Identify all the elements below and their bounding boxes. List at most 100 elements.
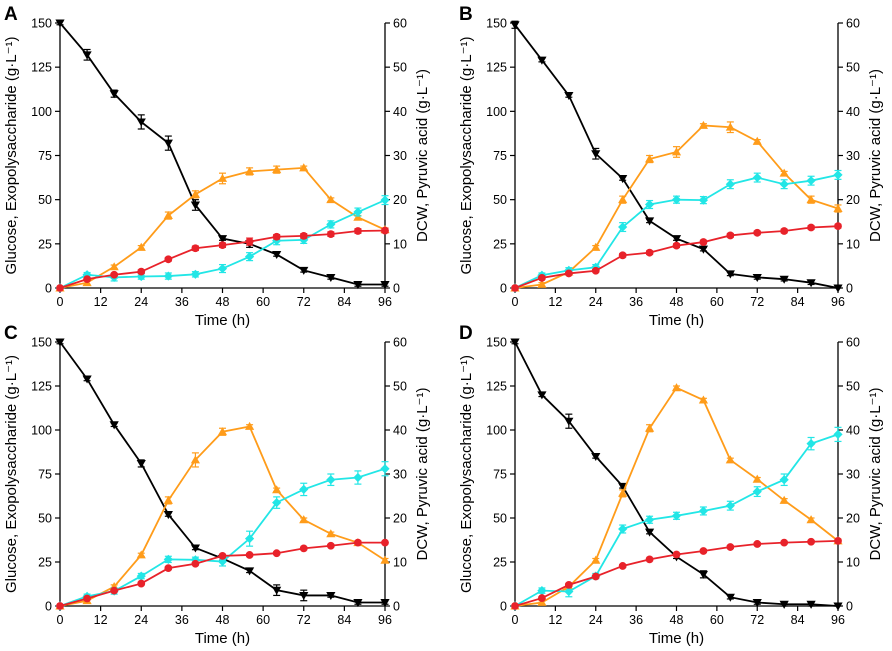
pyruvic-acid-point-marker (163, 271, 173, 281)
exopolysaccharide-point-marker (380, 555, 390, 564)
pyruvic-acid-point-marker (353, 472, 363, 483)
exopolysaccharide-point-marker (163, 210, 173, 220)
exopolysaccharide-point-marker (299, 515, 309, 524)
glucose-point-marker (644, 217, 655, 226)
right-y-tick-label: 50 (393, 61, 407, 75)
right-y-tick-label: 30 (846, 468, 860, 482)
x-tick-label: 36 (629, 295, 643, 309)
dcw-point-marker (564, 580, 573, 589)
glucose-point-marker (380, 281, 390, 290)
exopolysaccharide-point-marker (752, 136, 762, 145)
dcw-point-marker (56, 602, 64, 610)
x-tick-label: 96 (831, 613, 845, 627)
panel-a: A0 12 24 36 48 60 72 84 960255075100125150010203… (3, 4, 431, 329)
exopolysaccharide-point-marker (644, 154, 655, 163)
glucose-point-marker (353, 599, 363, 608)
left-y-tick-label: 25 (493, 237, 507, 251)
dcw-point-marker (538, 273, 546, 282)
glucose-point-marker (326, 591, 336, 601)
pyruvic-acid-point-marker (644, 515, 655, 525)
glucose-point-marker (510, 338, 520, 347)
right-y-tick-label: 40 (393, 105, 407, 119)
x-tick-label: 12 (548, 613, 562, 627)
left-y-tick-label: 100 (31, 424, 52, 438)
right-y-tick-label: 30 (846, 149, 860, 163)
x-tick-label: 24 (589, 295, 603, 309)
panel-letter-a: A (4, 4, 18, 25)
exopolysaccharide-point-marker (326, 529, 336, 538)
dcw-point-marker (56, 284, 64, 292)
right-y-axis-title: DCW, Pyruvic acid (g·L⁻¹) (867, 69, 884, 242)
dcw-point-marker (218, 551, 227, 560)
pyruvic-acid-point-marker (326, 475, 336, 485)
right-y-tick-label: 10 (393, 237, 407, 251)
x-tick-label: 36 (175, 295, 189, 309)
glucose-point-marker (510, 21, 520, 30)
exopolysaccharide-point-marker (644, 423, 655, 432)
glucose-point-marker (109, 90, 119, 99)
pyruvic-acid-point-marker (806, 439, 816, 449)
pyruvic-acid-point-marker (833, 429, 843, 439)
series-dcw (511, 222, 842, 292)
left-y-tick-label: 75 (493, 149, 507, 163)
right-y-tick-label: 50 (846, 61, 860, 75)
series-glucose (55, 338, 390, 608)
glucose-point-marker (833, 284, 843, 293)
exopolysaccharide-point-marker (833, 203, 843, 212)
left-y-tick-label: 50 (493, 193, 507, 207)
pyruvic-acid-point-marker (272, 498, 282, 508)
x-tick-label: 60 (256, 613, 270, 627)
exopolysaccharide-point-marker (725, 455, 735, 464)
x-tick-label: 24 (134, 613, 148, 627)
left-y-tick-label: 50 (493, 512, 507, 526)
left-y-tick-label: 75 (38, 149, 52, 163)
dcw-point-marker (618, 251, 627, 260)
x-tick-label: 0 (57, 613, 64, 627)
exopolysaccharide-point-marker (244, 421, 255, 430)
x-tick-label: 72 (750, 613, 764, 627)
x-tick-label: 60 (710, 613, 724, 627)
x-tick-label: 84 (791, 295, 805, 309)
left-y-tick-label: 0 (500, 600, 507, 614)
exopolysaccharide-point-marker (537, 279, 547, 288)
dcw-point-marker (245, 237, 254, 246)
x-tick-label: 84 (337, 613, 351, 627)
pyruvic-acid-point-marker (299, 484, 309, 494)
dcw-point-marker (672, 550, 681, 559)
left-y-tick-label: 50 (38, 512, 52, 526)
left-y-tick-label: 0 (45, 282, 52, 296)
x-tick-label: 72 (297, 295, 311, 309)
pyruvic-acid-point-marker (806, 176, 816, 186)
dcw-point-marker (299, 231, 308, 240)
glucose-point-marker (725, 270, 735, 279)
exopolysaccharide-line (514, 386, 839, 607)
right-y-tick-label: 10 (393, 556, 407, 570)
exopolysaccharide-point-marker (779, 168, 789, 177)
exopolysaccharide-point-marker (806, 195, 816, 204)
x-tick-label: 48 (670, 295, 684, 309)
dcw-point-marker (699, 238, 708, 246)
pyruvic-acid-point-marker (244, 534, 255, 544)
dcw-point-marker (83, 594, 91, 603)
dcw-point-marker (381, 538, 389, 547)
exopolysaccharide-point-marker (779, 495, 789, 504)
left-y-tick-label: 150 (31, 17, 52, 31)
pyruvic-acid-line (514, 174, 839, 289)
left-y-axis-title: Glucose, Exopolysaccharide (g·L⁻¹) (458, 36, 475, 274)
glucose-point-marker (591, 150, 601, 159)
x-tick-label: 60 (256, 295, 270, 309)
pyruvic-acid-point-marker (698, 195, 709, 205)
glucose-point-marker (326, 273, 336, 282)
panel-c: C0 12 24 36 48 60 72 84 960255075100125150010203… (3, 323, 431, 647)
pyruvic-acid-point-marker (380, 195, 390, 205)
pyruvic-acid-point-marker (353, 207, 363, 217)
right-y-tick-label: 10 (846, 237, 860, 251)
glucose-point-marker (217, 235, 228, 244)
exopolysaccharide-point-marker (698, 120, 709, 129)
pyruvic-acid-point-marker (698, 506, 709, 516)
exopolysaccharide-point-marker (272, 165, 282, 174)
glucose-point-marker (163, 139, 173, 148)
right-y-axis-title: DCW, Pyruvic acid (g·L⁻¹) (867, 388, 884, 561)
glucose-point-marker (833, 602, 843, 611)
